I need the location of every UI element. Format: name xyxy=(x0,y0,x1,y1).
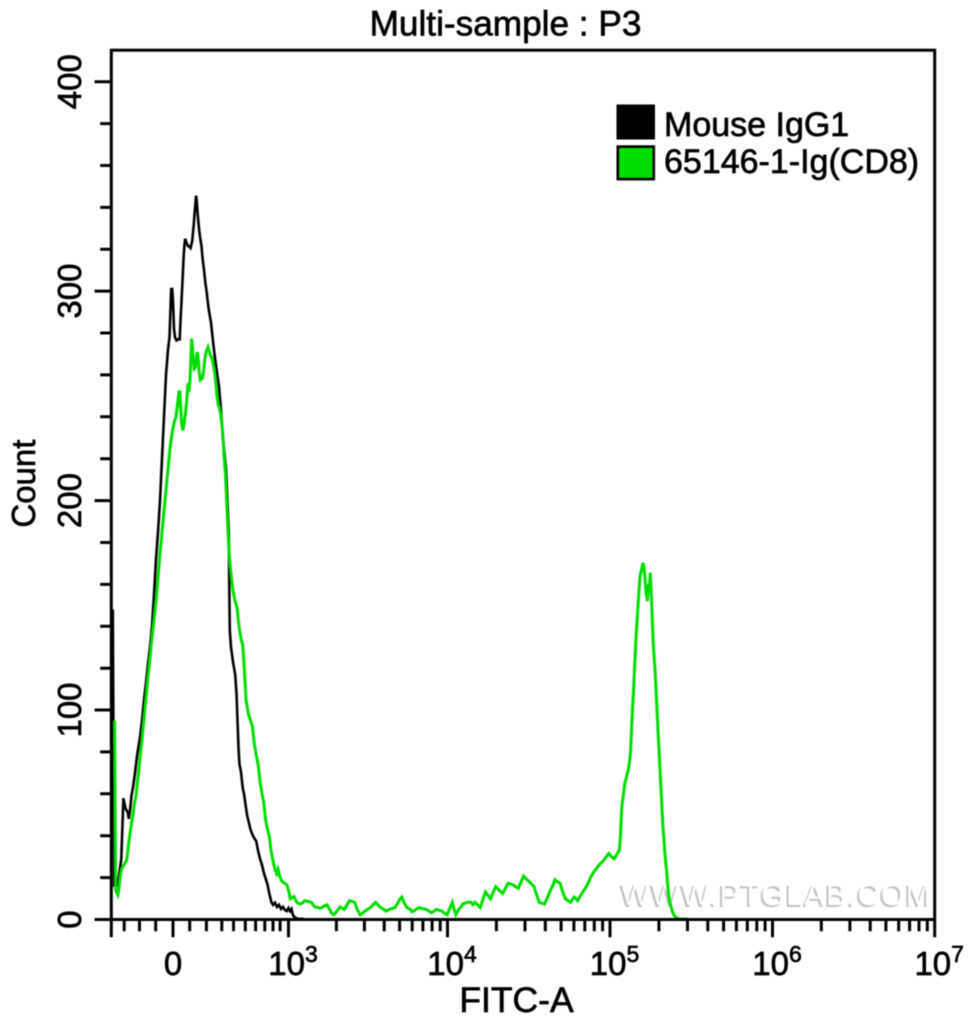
svg-text:300: 300 xyxy=(51,264,88,319)
svg-text:WWW.PTGLAB.COM: WWW.PTGLAB.COM xyxy=(621,878,932,912)
svg-text:200: 200 xyxy=(51,473,88,528)
svg-text:Multi-sample : P3: Multi-sample : P3 xyxy=(370,5,642,44)
svg-text:65146-1-Ig(CD8): 65146-1-Ig(CD8) xyxy=(664,143,919,181)
svg-text:400: 400 xyxy=(51,54,88,109)
svg-text:0: 0 xyxy=(51,910,88,928)
svg-text:100: 100 xyxy=(51,682,88,737)
svg-text:Mouse IgG1: Mouse IgG1 xyxy=(664,106,849,144)
svg-text:0: 0 xyxy=(164,945,182,982)
svg-text:Count: Count xyxy=(5,440,42,528)
svg-text:FITC-A: FITC-A xyxy=(459,980,574,1020)
svg-text:107: 107 xyxy=(914,941,964,982)
